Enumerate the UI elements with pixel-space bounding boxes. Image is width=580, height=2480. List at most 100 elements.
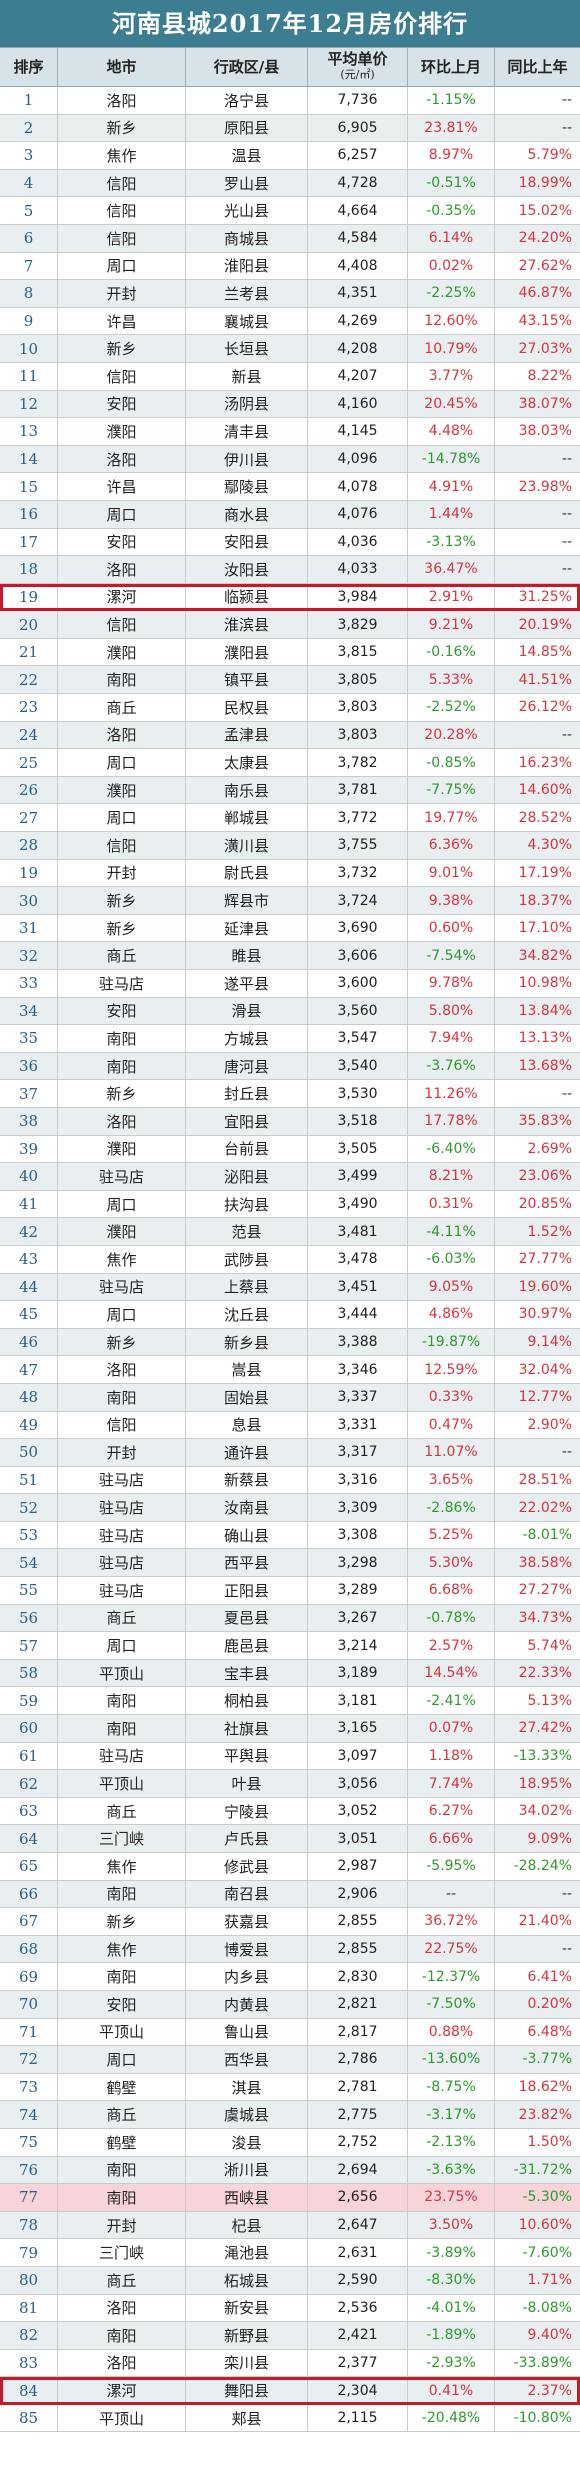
city-cell: 南阳 — [58, 2184, 186, 2211]
rank-cell: 83 — [0, 2349, 58, 2377]
county-cell: 镇平县 — [186, 666, 308, 694]
city-cell: 漯河 — [58, 2377, 186, 2404]
city-cell: 驻马店 — [58, 1521, 186, 1549]
rank-cell: 17 — [0, 528, 58, 556]
rank-cell: 21 — [0, 638, 58, 666]
rank-cell: 4 — [0, 169, 58, 197]
yoy-cell: -- — [561, 451, 572, 468]
county-cell: 封丘县 — [186, 1080, 308, 1107]
county-cell: 杞县 — [186, 2211, 308, 2239]
price-cell: 3,829 — [308, 611, 408, 638]
rank-cell: 35 — [0, 1025, 58, 1052]
mom-cell: 36.72% — [408, 1908, 495, 1935]
mom-cell: 12.59% — [408, 1356, 495, 1383]
yoy-cell: 23.82% — [518, 2106, 572, 2123]
price-cell: 4,033 — [308, 556, 408, 583]
city-cell: 南阳 — [58, 1383, 186, 1411]
city-cell: 信阳 — [58, 197, 186, 224]
price-cell: 3,803 — [308, 694, 408, 721]
price-cell: 3,690 — [308, 914, 408, 942]
mom-cell: 23.75% — [408, 2184, 495, 2211]
price-cell: 3,289 — [308, 1577, 408, 1604]
city-cell: 鹤壁 — [58, 2073, 186, 2101]
yoy-cell: -- — [561, 119, 572, 136]
rank-cell: 75 — [0, 2128, 58, 2156]
rank-cell: 79 — [0, 2239, 58, 2266]
rank-cell: 41 — [0, 1190, 58, 1218]
mom-cell: -8.30% — [408, 2266, 495, 2294]
price-cell: 2,536 — [308, 2294, 408, 2322]
mom-cell: 6.66% — [408, 1825, 495, 1852]
rank-cell: 39 — [0, 1135, 58, 1163]
county-cell: 南乐县 — [186, 776, 308, 804]
header-price: 平均单价 (元/㎡) — [308, 48, 408, 86]
county-cell: 伊川县 — [186, 445, 308, 473]
page-title: 河南县城2017年12月房价排行 — [0, 0, 580, 47]
city-cell: 驻马店 — [58, 1273, 186, 1301]
table-row: 62 平顶山 叶县 3,056 7.74% 18.95% — [0, 1770, 580, 1798]
table-row: 53 驻马店 确山县 3,308 5.25% -8.01% — [0, 1521, 580, 1550]
county-cell: 嵩县 — [186, 1356, 308, 1383]
yoy-cell: 43.15% — [518, 313, 572, 330]
city-cell: 商丘 — [58, 1604, 186, 1632]
yoy-cell: 19.60% — [518, 1278, 572, 1295]
table-row: 78 开封 杞县 2,647 3.50% 10.60% — [0, 2211, 580, 2240]
price-cell: 3,052 — [308, 1797, 408, 1825]
mom-cell: 3.77% — [408, 362, 495, 390]
city-cell: 濮阳 — [58, 638, 186, 666]
county-cell: 原阳县 — [186, 114, 308, 142]
price-cell: 3,309 — [308, 1494, 408, 1521]
county-cell: 方城县 — [186, 1025, 308, 1052]
price-cell: 3,316 — [308, 1466, 408, 1494]
table-row: 54 驻马店 西平县 3,298 5.30% 38.58% — [0, 1549, 580, 1578]
yoy-cell: 27.42% — [518, 1720, 572, 1737]
table-row: 48 南阳 固始县 3,337 0.33% 12.77% — [0, 1383, 580, 1412]
county-cell: 内黄县 — [186, 1990, 308, 2018]
county-cell: 平舆县 — [186, 1742, 308, 1770]
table-row: 72 周口 西华县 2,786 -13.60% -3.77% — [0, 2046, 580, 2074]
mom-cell: -0.85% — [408, 749, 495, 776]
city-cell: 开封 — [58, 280, 186, 307]
price-cell: 2,656 — [308, 2184, 408, 2211]
table-row: 31 新乡 延津县 3,690 0.60% 17.10% — [0, 914, 580, 943]
rank-cell: 57 — [0, 1632, 58, 1659]
yoy-cell: 38.03% — [518, 423, 572, 440]
table-row: 2 新乡 原阳县 6,905 23.81% -- — [0, 114, 580, 143]
city-cell: 洛阳 — [58, 445, 186, 473]
table-row: 73 鹤壁 淇县 2,781 -8.75% 18.62% — [0, 2073, 580, 2102]
table-row: 9 许昌 襄城县 4,269 12.60% 43.15% — [0, 307, 580, 336]
rank-cell: 9 — [0, 307, 58, 335]
yoy-cell: 46.87% — [518, 285, 572, 302]
table-row: 79 三门峡 渑池县 2,631 -3.89% -7.60% — [0, 2239, 580, 2267]
price-cell: 6,905 — [308, 114, 408, 142]
yoy-cell: 38.58% — [518, 1554, 572, 1571]
county-cell: 新安县 — [186, 2294, 308, 2322]
table-row: 82 南阳 新野县 2,421 -1.89% 9.40% — [0, 2322, 580, 2350]
county-cell: 民权县 — [186, 694, 308, 721]
yoy-cell: 34.73% — [518, 1609, 572, 1626]
table-row: 14 洛阳 伊川县 4,096 -14.78% -- — [0, 445, 580, 474]
city-cell: 濮阳 — [58, 776, 186, 804]
city-cell: 洛阳 — [58, 721, 186, 749]
city-cell: 开封 — [58, 859, 186, 887]
header-city: 地市 — [58, 48, 186, 86]
mom-cell: 5.33% — [408, 666, 495, 694]
county-cell: 博爱县 — [186, 1935, 308, 1963]
yoy-cell: 18.37% — [518, 892, 572, 909]
rank-cell: 52 — [0, 1494, 58, 1521]
rank-cell: 23 — [0, 694, 58, 721]
county-cell: 沈丘县 — [186, 1301, 308, 1328]
yoy-cell: 9.14% — [527, 1334, 572, 1351]
county-cell: 鄢陵县 — [186, 473, 308, 500]
yoy-cell: 16.23% — [518, 754, 572, 771]
city-cell: 周口 — [58, 804, 186, 832]
city-cell: 驻马店 — [58, 970, 186, 997]
yoy-cell: 6.41% — [527, 1968, 572, 1985]
price-cell: 7,736 — [308, 87, 408, 114]
county-cell: 内乡县 — [186, 1963, 308, 1990]
yoy-cell: 18.99% — [518, 175, 572, 192]
rank-cell: 47 — [0, 1356, 58, 1383]
mom-cell: 4.91% — [408, 473, 495, 500]
mom-cell: 1.18% — [408, 1742, 495, 1770]
county-cell: 商水县 — [186, 500, 308, 528]
